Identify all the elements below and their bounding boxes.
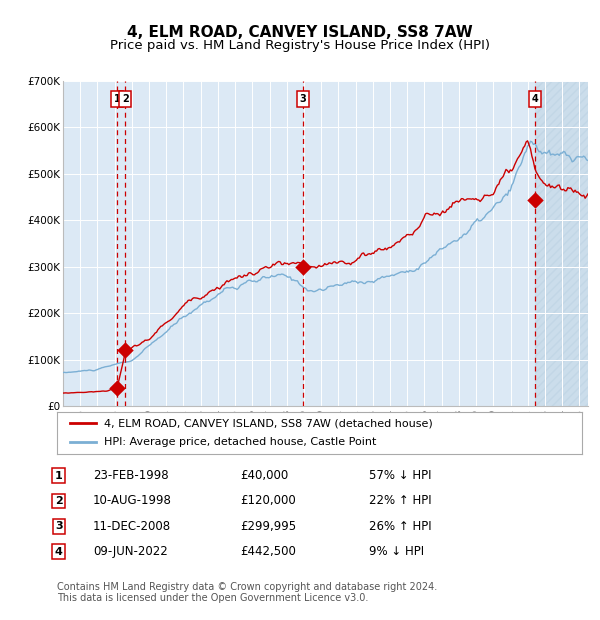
Text: Contains HM Land Registry data © Crown copyright and database right 2024.
This d: Contains HM Land Registry data © Crown c… (57, 582, 437, 603)
Text: £120,000: £120,000 (240, 495, 296, 507)
Text: 23-FEB-1998: 23-FEB-1998 (93, 469, 169, 482)
Text: 4: 4 (55, 547, 63, 557)
Text: 57% ↓ HPI: 57% ↓ HPI (369, 469, 431, 482)
Text: 10-AUG-1998: 10-AUG-1998 (93, 495, 172, 507)
Text: 26% ↑ HPI: 26% ↑ HPI (369, 520, 431, 533)
Text: £299,995: £299,995 (240, 520, 296, 533)
Text: 1: 1 (55, 471, 62, 480)
Text: 2: 2 (122, 94, 128, 104)
Text: 1: 1 (113, 94, 121, 104)
Point (121, 345, 130, 355)
Text: 9% ↓ HPI: 9% ↓ HPI (369, 546, 424, 558)
Text: 3: 3 (55, 521, 62, 531)
Bar (535, 81, 588, 406)
Text: 3: 3 (300, 94, 307, 104)
Point (112, 383, 122, 392)
Text: Price paid vs. HM Land Registry's House Price Index (HPI): Price paid vs. HM Land Registry's House … (110, 39, 490, 52)
Text: 11-DEC-2008: 11-DEC-2008 (93, 520, 171, 533)
Point (298, 262, 308, 272)
Text: 4: 4 (532, 94, 539, 104)
Text: 22% ↑ HPI: 22% ↑ HPI (369, 495, 431, 507)
Text: 09-JUN-2022: 09-JUN-2022 (93, 546, 168, 558)
Point (530, 195, 540, 205)
Text: £442,500: £442,500 (240, 546, 296, 558)
Text: 4, ELM ROAD, CANVEY ISLAND, SS8 7AW: 4, ELM ROAD, CANVEY ISLAND, SS8 7AW (127, 25, 473, 40)
Text: 4, ELM ROAD, CANVEY ISLAND, SS8 7AW (detached house): 4, ELM ROAD, CANVEY ISLAND, SS8 7AW (det… (104, 418, 433, 428)
Text: 2: 2 (55, 496, 62, 506)
Text: HPI: Average price, detached house, Castle Point: HPI: Average price, detached house, Cast… (104, 438, 377, 448)
Text: £40,000: £40,000 (240, 469, 288, 482)
